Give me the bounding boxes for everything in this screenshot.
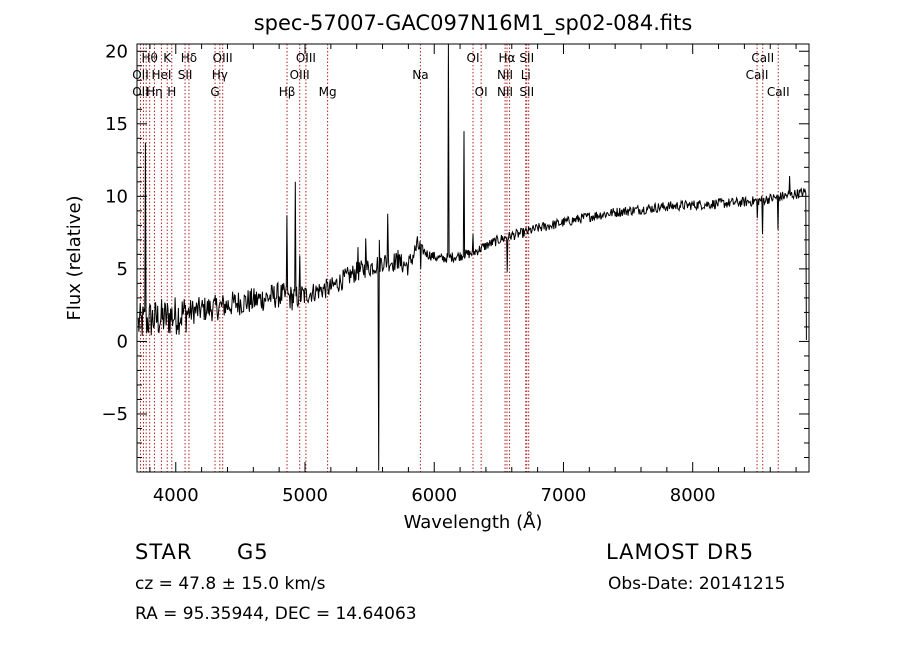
line-label: CaII bbox=[746, 68, 769, 82]
line-label: NII bbox=[497, 85, 513, 99]
line-label: Na bbox=[412, 68, 428, 82]
line-label: SII bbox=[519, 85, 534, 99]
y-tick-label: 10 bbox=[105, 186, 128, 207]
line-label: CaII bbox=[751, 51, 774, 65]
y-tick-label: −5 bbox=[101, 404, 128, 425]
y-tick-label: 20 bbox=[105, 41, 128, 62]
obs-date: Obs-Date: 20141215 bbox=[608, 574, 786, 594]
line-label: OIII bbox=[290, 68, 310, 82]
line-label: OIII bbox=[296, 51, 316, 65]
survey-name: LAMOST DR5 bbox=[606, 540, 755, 564]
chart-title: spec-57007-GAC097N16M1_sp02-084.fits bbox=[254, 11, 693, 36]
spectrum-line bbox=[137, 43, 807, 471]
x-tick-label: 4000 bbox=[153, 485, 199, 506]
y-tick-label: 15 bbox=[105, 114, 128, 135]
line-label: Li bbox=[521, 68, 531, 82]
line-label: Hδ bbox=[181, 51, 197, 65]
emission-line-markers bbox=[139, 44, 779, 472]
object-class: STAR bbox=[135, 540, 193, 564]
line-label: HeI bbox=[151, 68, 171, 82]
line-label: Hγ bbox=[212, 68, 228, 82]
y-tick-label: 5 bbox=[117, 259, 128, 280]
x-tick-label: 6000 bbox=[411, 485, 457, 506]
y-axis-ticks: −5 0 5 10 15 20 bbox=[101, 41, 809, 458]
y-axis-label: Flux (relative) bbox=[64, 195, 85, 320]
line-label: OII bbox=[132, 85, 149, 99]
line-label: OIII bbox=[213, 51, 233, 65]
line-label: G bbox=[210, 85, 219, 99]
line-label: Hβ bbox=[279, 85, 296, 99]
line-label: Mg bbox=[319, 85, 337, 99]
redshift-text: cz = 47.8 ± 15.0 km/s bbox=[135, 574, 326, 594]
y-tick-label: 0 bbox=[117, 331, 128, 352]
line-label: SII bbox=[178, 68, 193, 82]
x-tick-label: 7000 bbox=[541, 485, 587, 506]
coordinates: RA = 95.35944, DEC = 14.64063 bbox=[135, 604, 417, 624]
x-axis-ticks: 4000 5000 6000 7000 8000 bbox=[149, 44, 797, 506]
line-label: NII bbox=[497, 68, 513, 82]
line-label: Hθ bbox=[141, 51, 157, 65]
emission-line-labels: OIIOIIHθHηHeIKHSIIHδGHγOIIIHβOIIIOIIIMgN… bbox=[132, 51, 789, 99]
spectrum-chart: spec-57007-GAC097N16M1_sp02-084.fits OII… bbox=[64, 11, 810, 533]
x-tick-label: 5000 bbox=[282, 485, 328, 506]
plot-frame bbox=[136, 43, 810, 473]
line-label: OI bbox=[467, 51, 480, 65]
line-label: CaII bbox=[767, 85, 790, 99]
line-label: Hη bbox=[146, 85, 163, 99]
x-tick-label: 8000 bbox=[670, 485, 716, 506]
line-label: Hα bbox=[499, 51, 516, 65]
line-label: OII bbox=[132, 68, 149, 82]
line-label: K bbox=[163, 51, 172, 65]
line-label: SII bbox=[519, 51, 534, 65]
line-label: OI bbox=[475, 85, 488, 99]
spectral-subclass: G5 bbox=[237, 540, 269, 564]
x-axis-label: Wavelength (Å) bbox=[404, 511, 543, 533]
line-label: H bbox=[167, 85, 176, 99]
